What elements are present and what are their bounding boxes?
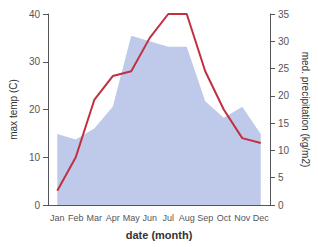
svg-text:0: 0 — [34, 200, 40, 211]
svg-text:10: 10 — [278, 145, 290, 156]
svg-text:med. precipitation (kg/m2): med. precipitation (kg/m2) — [300, 52, 311, 168]
svg-text:max temp (C): max temp (C) — [8, 79, 19, 140]
svg-text:15: 15 — [278, 118, 290, 129]
svg-text:30: 30 — [29, 56, 41, 67]
svg-text:Jun: Jun — [142, 213, 157, 223]
svg-text:25: 25 — [278, 63, 290, 74]
svg-text:Aug: Aug — [179, 213, 195, 223]
svg-text:Jan: Jan — [50, 213, 65, 223]
svg-text:20: 20 — [29, 104, 41, 115]
svg-text:5: 5 — [278, 172, 284, 183]
svg-text:date (month): date (month) — [126, 229, 193, 241]
svg-text:30: 30 — [278, 36, 290, 47]
svg-text:20: 20 — [278, 90, 290, 101]
svg-text:40: 40 — [29, 9, 41, 20]
svg-text:35: 35 — [278, 9, 290, 20]
svg-text:10: 10 — [29, 152, 41, 163]
svg-text:Feb: Feb — [68, 213, 84, 223]
svg-text:Dec: Dec — [253, 213, 270, 223]
svg-text:Oct: Oct — [217, 213, 232, 223]
svg-text:May: May — [123, 213, 141, 223]
svg-text:Jul: Jul — [162, 213, 174, 223]
svg-text:0: 0 — [278, 200, 284, 211]
svg-text:Sep: Sep — [197, 213, 213, 223]
svg-text:Mar: Mar — [87, 213, 103, 223]
svg-text:Apr: Apr — [106, 213, 120, 223]
svg-text:Nov: Nov — [234, 213, 251, 223]
